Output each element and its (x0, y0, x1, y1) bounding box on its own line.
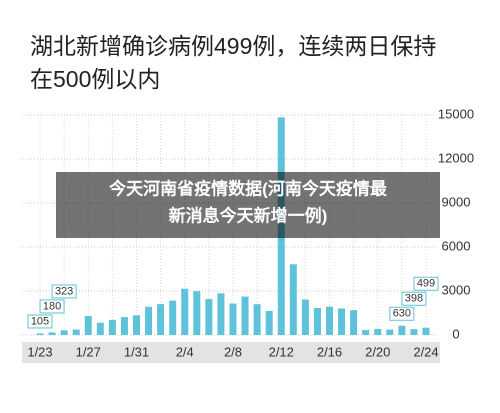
bar (410, 329, 418, 335)
bar (133, 315, 140, 335)
y-tick-label: 12000 (438, 150, 474, 165)
x-tick-label: 2/16 (317, 344, 342, 359)
value-label: 323 (51, 284, 77, 299)
value-label: 499 (413, 276, 439, 291)
y-tick-label: 0 (452, 326, 459, 341)
bar (108, 319, 116, 335)
value-label: 398 (401, 291, 427, 306)
x-tick-label: 1/31 (124, 344, 149, 359)
y-tick-label: 9000 (442, 194, 471, 209)
x-tick-label: 2/12 (269, 344, 294, 359)
bar (60, 330, 68, 335)
bar (301, 299, 309, 335)
x-tick-label: 1/27 (76, 344, 101, 359)
bar (120, 317, 128, 335)
value-label-box (39, 299, 65, 314)
bar (313, 307, 321, 335)
overlay-text: 新消息今天新增一例) (169, 205, 328, 225)
value-label-text: 105 (31, 315, 49, 327)
bar (181, 288, 189, 335)
bar (289, 264, 297, 335)
value-label: 105 (27, 314, 53, 329)
bar (350, 310, 358, 335)
x-tick-label: 2/4 (176, 344, 194, 359)
value-label-box (401, 291, 427, 306)
bar (169, 300, 177, 335)
value-label-text: 180 (43, 300, 61, 312)
bar (265, 310, 273, 335)
bar (253, 304, 261, 335)
bar (96, 322, 104, 335)
chart-title: 湖北新增确诊病例499例，连续两日保持 (30, 33, 436, 59)
overlay-text: 今天河南省疫情数据(河南今天疫情最 (109, 178, 388, 198)
overlay-box (56, 172, 440, 238)
x-axis-band (22, 342, 440, 363)
value-label: 180 (39, 299, 65, 314)
bar (36, 333, 44, 335)
bar (84, 316, 92, 335)
x-tick-label: 2/24 (413, 344, 438, 359)
bar (217, 293, 225, 335)
bar (205, 299, 213, 335)
bar (157, 304, 165, 335)
value-label-text: 398 (405, 293, 423, 305)
y-tick-label: 6000 (442, 238, 471, 253)
bar (241, 296, 249, 335)
bar (326, 306, 333, 335)
bar (145, 306, 153, 335)
bar (48, 332, 56, 335)
x-tick-label: 1/23 (27, 344, 52, 359)
value-label: 630 (389, 306, 415, 321)
bar (193, 291, 201, 335)
bar (229, 303, 237, 335)
y-tick-label: 3000 (442, 282, 471, 297)
value-label-box (389, 306, 415, 321)
bar (338, 308, 346, 335)
plot: 0 3000 6000 9000 12000 15000 1/23 105 180 323 1/27… (22, 106, 474, 359)
bar (386, 329, 394, 335)
bar (422, 327, 430, 335)
bar (362, 329, 370, 335)
bar (72, 329, 80, 335)
value-label-box (27, 314, 53, 329)
value-label-text: 499 (417, 278, 435, 290)
x-tick-label: 2/20 (365, 344, 390, 359)
value-label-text: 323 (55, 285, 73, 297)
value-label-text: 630 (393, 308, 411, 320)
bar (398, 325, 406, 335)
chart-title: 在500例以内 (30, 66, 160, 92)
value-label-box (413, 276, 439, 291)
x-tick-label: 2/8 (224, 344, 242, 359)
value-label-box (51, 284, 77, 299)
bar (374, 328, 382, 335)
y-tick-label: 15000 (438, 106, 474, 121)
